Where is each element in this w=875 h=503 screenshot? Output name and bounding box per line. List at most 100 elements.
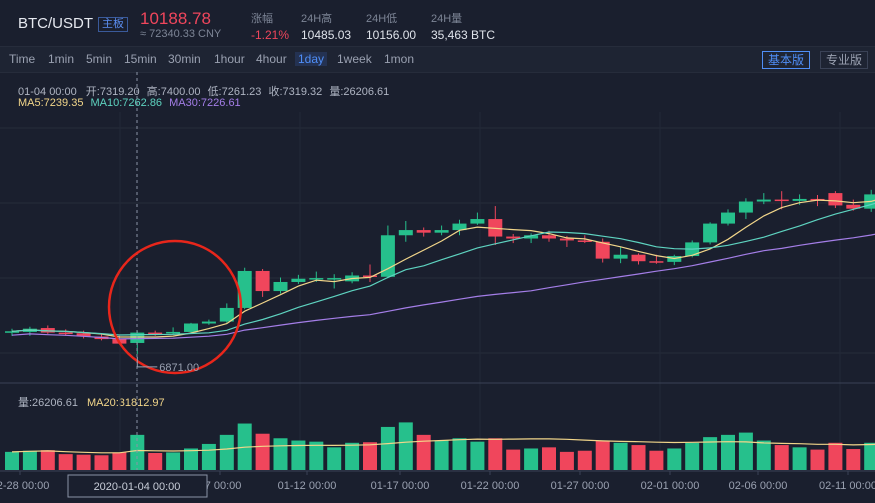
volume-bar [58,454,73,470]
volume-bar [40,450,55,470]
ohlc-high: 高:7400.00 [146,86,201,98]
candle-body [219,307,234,322]
vol-ma20-value: MA20:31812.97 [87,397,165,409]
volume-bar [524,448,539,470]
x-tick-label: 02-06 00:00 [729,480,788,492]
basic-version-button[interactable]: 基本版 [762,51,811,69]
interval-toolbar: Time 1min 5min 15min 30min 1hour 4hour 1… [0,46,875,73]
volume-bar [613,442,628,470]
volume-bar [363,442,377,470]
x-tick-label: 07 00:00 [199,480,242,492]
candle-body [380,235,395,277]
candle-body [309,278,324,280]
pro-version-button[interactable]: 专业版 [820,51,869,69]
board-tag: 主板 [98,17,128,32]
candle-body [542,235,556,239]
volume-bar [5,451,19,470]
min-price-pointer [136,356,158,368]
candle-body [703,223,718,243]
candle-body [94,336,109,340]
tab-15min[interactable]: 15min [124,52,157,66]
ma5-value: MA5:7239.35 [18,97,84,109]
x-tick-label: 02-01 00:00 [641,480,700,492]
volume-bar [488,438,503,470]
volume-bar [255,433,270,470]
volume-bar [219,434,234,470]
candle-body [184,323,198,332]
x-tick-label: 01-27 00:00 [551,480,610,492]
volume-info-line: 量:26206.61 MA20:31812.97 [18,394,165,410]
candle-body [488,219,503,237]
candle-body [792,198,807,201]
candle-body [595,241,610,259]
volume-bar [792,447,807,470]
volume-bar [452,438,467,470]
volume-bar [828,442,843,470]
last-price: 10188.78 [140,9,211,28]
candle-body [148,332,163,335]
tab-time[interactable]: Time [9,52,36,66]
volume-bar [184,448,198,470]
volume-bar [94,455,109,470]
candle-body [327,278,342,280]
candle-body [524,235,539,239]
candle-body [685,242,700,257]
candle-body [416,230,431,233]
tab-30min[interactable]: 30min [168,52,201,66]
tab-1day[interactable]: 1day [295,52,328,66]
symbol-title[interactable]: BTC/USDT [18,15,93,32]
volume-bar [542,447,556,470]
volume-bar [649,450,664,470]
crosshair-date-box [67,474,208,498]
ma10-line [11,202,875,336]
candle-body [774,199,789,202]
high-value: 10485.03 [301,28,352,42]
highlight-circle [107,239,243,375]
tab-4hour[interactable]: 4hour [256,52,287,66]
low-value: 10156.00 [366,28,417,42]
ticker-header: BTC/USDT 主板 10188.78 ≈ 72340.33 CNY 涨幅 -… [0,0,875,46]
x-tick-label: 01-22 00:00 [461,480,520,492]
volume-bar [327,447,342,470]
volume-bar [577,450,592,470]
volume-label: 24H量 [431,13,463,25]
volume-bar [864,442,875,470]
ma30-line [11,233,875,340]
volume-bars [5,422,875,470]
tab-1mon[interactable]: 1mon [384,52,415,66]
volume-bar [810,449,825,470]
candle-body [22,328,37,332]
candle-body [452,223,467,231]
x-axis: 12-28 00:00 07 00:00 01-12 00:00 01-17 00:0… [0,471,875,498]
candle-body [559,238,574,241]
volume-bar [595,440,610,470]
ohlc-info-line: 01-04 00:00 开:7319.20 高:7400.00 低:7261.2… [18,83,389,99]
tab-1week[interactable]: 1week [337,52,372,66]
volume-bar [685,442,700,470]
low-label: 24H低 [366,13,398,25]
volume-bar [166,452,181,470]
candle-body [255,270,270,292]
volume-bar [721,434,735,470]
volume-bar [148,453,163,470]
candle-body [130,332,145,343]
ohlc-close: 收:7319.32 [268,86,323,98]
price-candles [5,189,875,354]
volume-bar [237,423,252,470]
ohlc-low: 低:7261.23 [207,86,262,98]
x-tick-label: 01-12 00:00 [278,480,337,492]
tab-1min[interactable]: 1min [48,52,75,66]
candle-body [846,204,861,209]
volume-bar [703,437,718,470]
candle-body [273,281,288,292]
candle-body [201,321,216,324]
ohlc-date: 01-04 00:00 [18,86,77,98]
ma-info-line: MA5:7239.35 MA10:7262.86 MA30:7226.61 [18,97,241,109]
volume-bar [416,434,431,470]
tab-5min[interactable]: 5min [86,52,113,66]
x-tick-label: 02-11 00:00 [819,480,875,492]
tab-1hour[interactable]: 1hour [214,52,245,66]
change-value: -1.21% [251,28,290,42]
volume-bar [273,438,288,470]
min-price-label: 6871.00 [159,362,199,374]
